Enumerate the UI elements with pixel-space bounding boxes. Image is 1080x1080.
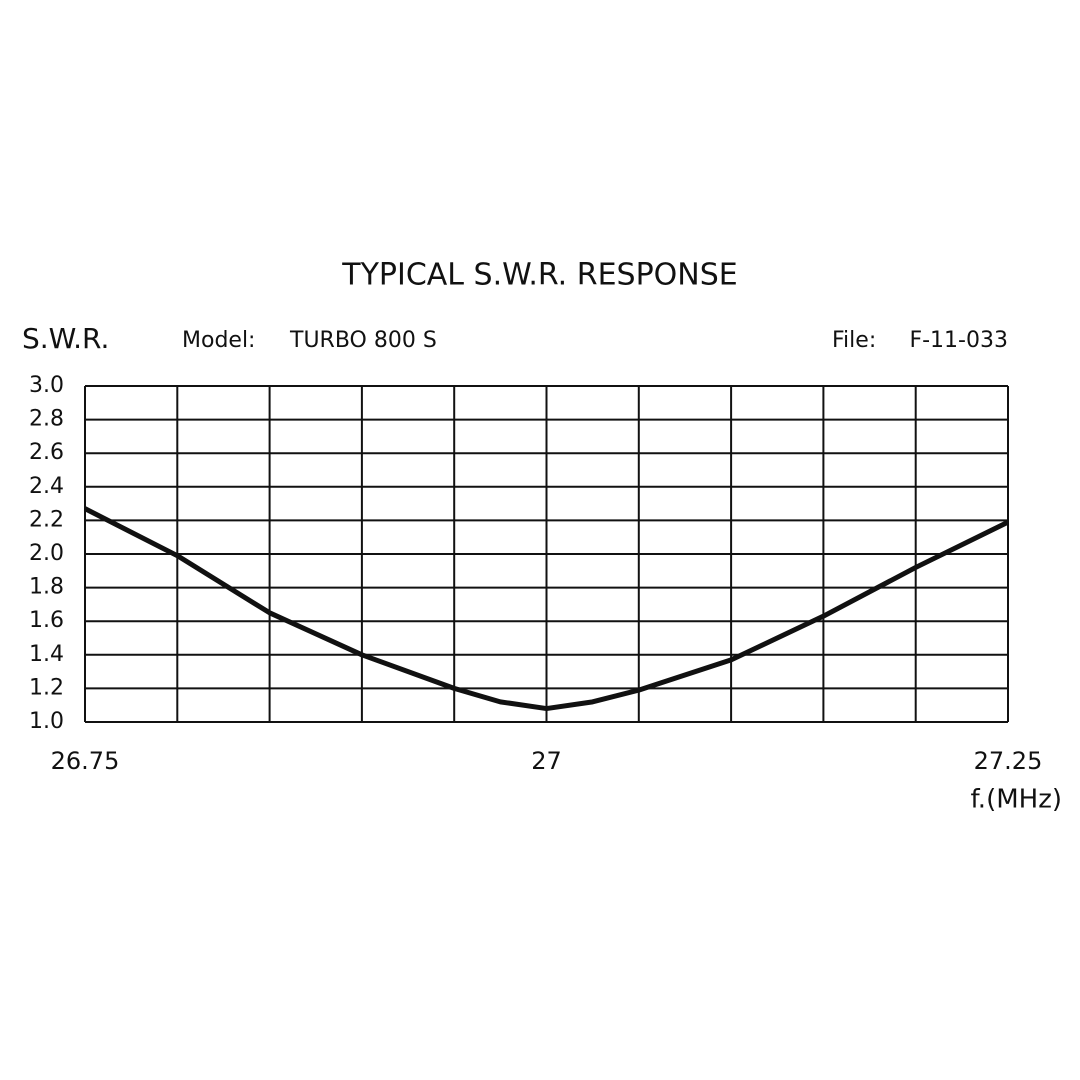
model: TURBO 800 S <box>289 328 437 353</box>
y-tick-label: 2.4 <box>29 474 64 499</box>
file: F-11-033 <box>909 328 1008 353</box>
x-tick-label: 27 <box>531 747 562 775</box>
swr-line <box>83 506 1010 712</box>
x-axis-label: f.(MHz) <box>971 785 1062 815</box>
y-tick-label: 1.4 <box>29 642 64 667</box>
x-tick-label: 27.25 <box>974 747 1043 775</box>
y-tick-label: 1.8 <box>29 575 64 600</box>
y-tick-label: 2.6 <box>29 440 64 465</box>
file-label: File: <box>832 328 876 353</box>
y-tick-label: 2.8 <box>29 407 64 432</box>
model-label: Model: <box>182 328 255 353</box>
y-tick-label: 1.2 <box>29 675 64 700</box>
y-tick-label: 1.0 <box>29 709 64 734</box>
y-axis-label: S.W.R. <box>22 322 109 355</box>
y-tick-label: 3.0 <box>29 373 64 398</box>
chart-title: TYPICAL S.W.R. RESPONSE <box>341 258 737 293</box>
y-tick-label: 2.2 <box>29 507 64 532</box>
x-tick-label: 26.75 <box>51 747 120 775</box>
y-tick-label: 1.6 <box>29 608 64 633</box>
y-tick-label: 2.0 <box>29 541 64 566</box>
